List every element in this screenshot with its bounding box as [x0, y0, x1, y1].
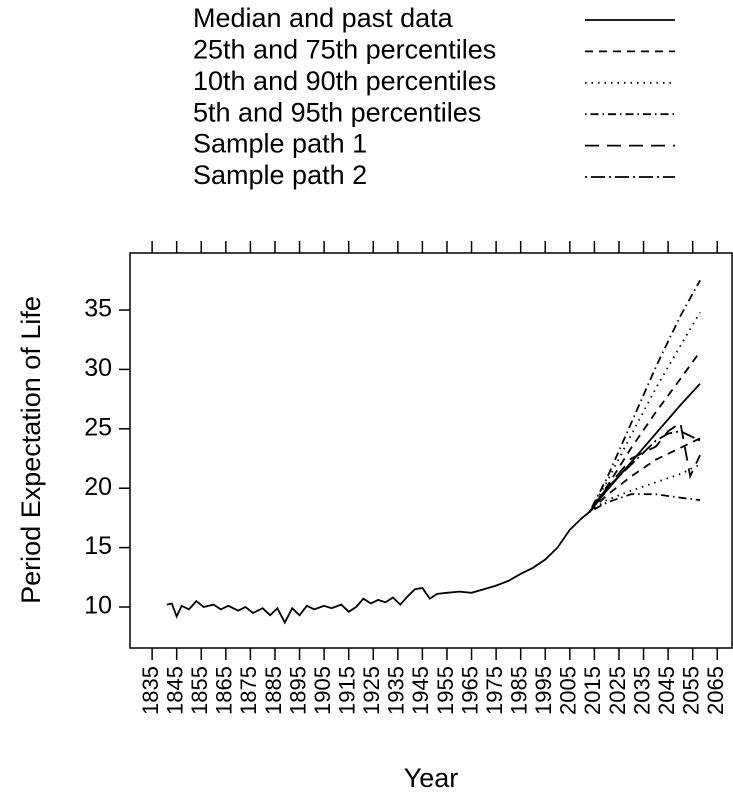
x-tick-label: 1845	[162, 666, 187, 715]
series-line	[166, 383, 701, 625]
lower-line	[589, 493, 701, 513]
x-tick-label: 2055	[678, 666, 703, 715]
x-tick-label: 1865	[212, 666, 237, 715]
x-tick-label: 2035	[629, 666, 654, 715]
upper-line	[588, 351, 701, 513]
y-tick-label: 10	[84, 592, 112, 620]
x-tick-label: 2025	[605, 666, 630, 715]
x-tick-label: 2065	[703, 666, 728, 715]
x-tick-label: 1885	[261, 666, 286, 715]
x-axis-title: Year	[404, 763, 459, 793]
lower-line	[588, 437, 701, 513]
legend-label: Median and past data	[193, 3, 454, 33]
y-tick-label: 30	[84, 354, 112, 382]
x-tick-label: 2005	[556, 666, 581, 715]
x-tick-label: 1925	[359, 666, 384, 715]
legend-label: 10th and 90th percentiles	[193, 66, 496, 96]
x-tick-label: 1905	[310, 666, 335, 715]
x-tick-label: 1835	[138, 666, 163, 715]
upper-line	[588, 311, 701, 513]
x-tick-label: 2045	[654, 666, 679, 715]
y-tick-label: 25	[84, 413, 112, 441]
x-tick-label: 1855	[187, 666, 212, 715]
upper-line	[588, 279, 701, 513]
legend-label: Sample path 2	[193, 160, 367, 190]
plot-frame	[129, 252, 733, 649]
x-tick-label: 2015	[580, 666, 605, 715]
x-tick-label: 1965	[457, 666, 482, 715]
x-tick-label: 1955	[433, 666, 458, 715]
y-tick-label: 15	[84, 532, 112, 560]
x-tick-label: 1945	[408, 666, 433, 715]
x-tick-label: 1895	[285, 666, 310, 715]
legend-label: Sample path 1	[193, 129, 367, 159]
x-tick-label: 1995	[531, 666, 556, 715]
x-tick-label: 1875	[236, 666, 261, 715]
series-line	[588, 430, 701, 513]
x-tick-label: 1915	[334, 666, 359, 715]
y-tick-label: 35	[84, 295, 112, 323]
x-tick-label: 1985	[506, 666, 531, 715]
x-tick-label: 1975	[482, 666, 507, 715]
y-tick-label: 20	[84, 473, 112, 501]
legend-label: 5th and 95th percentiles	[193, 97, 481, 127]
legend-label: 25th and 75th percentiles	[193, 35, 496, 65]
x-tick-label: 1935	[384, 666, 409, 715]
y-axis-title: Period Expectation of Life	[16, 296, 46, 604]
